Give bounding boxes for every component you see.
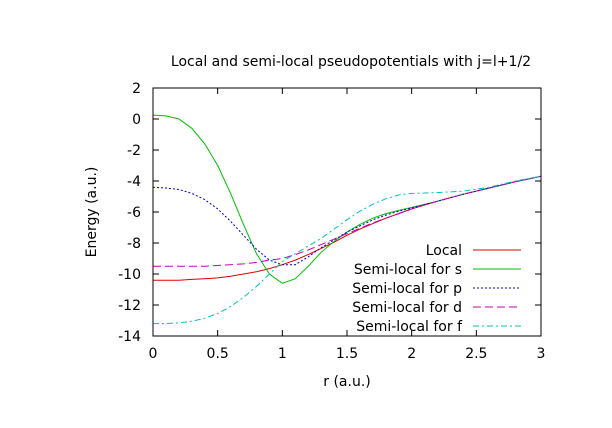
legend-label: Local	[426, 243, 462, 259]
series-line-1	[152, 114, 542, 284]
legend-label: Semi-local for s	[354, 262, 462, 278]
series-layer	[152, 114, 542, 325]
x-axis-label: r (a.u.)	[323, 374, 370, 390]
x-tick-label: 2.5	[465, 346, 487, 362]
chart-title: Local and semi-local pseudopotentials wi…	[171, 54, 531, 70]
legend: Local Semi-local for s Semi-local for p Sem…	[352, 243, 521, 335]
y-tick-label: -6	[127, 205, 141, 221]
y-tick-label: -10	[118, 267, 141, 283]
series-line-4	[153, 175, 542, 325]
series-line-0	[153, 175, 542, 281]
y-tick-label: -4	[127, 174, 141, 190]
ticks-layer: 0 0.5 1 1.5 2 2.5 3 2 0 -2 -4 -6 -8 -10 -12 -14	[118, 81, 545, 362]
legend-label: Semi-local for f	[356, 319, 463, 335]
y-tick-label: -8	[127, 236, 141, 252]
y-tick-label: -2	[127, 143, 141, 159]
y-tick-label: 2	[132, 81, 141, 97]
y-axis-label: Energy (a.u.)	[84, 167, 100, 258]
series-line-3	[153, 175, 542, 267]
x-tick-label: 1.5	[336, 346, 358, 362]
legend-label: Semi-local for d	[352, 300, 462, 316]
plot-frame	[152, 87, 542, 337]
y-tick-label: 0	[132, 112, 141, 128]
x-tick-label: 1	[278, 346, 287, 362]
x-tick-label: 0	[149, 346, 158, 362]
x-tick-label: 0.5	[207, 346, 229, 362]
x-tick-label: 2	[407, 346, 416, 362]
y-tick-label: -14	[118, 329, 141, 345]
y-tick-label: -12	[118, 298, 141, 314]
x-tick-label: 3	[537, 346, 546, 362]
legend-label: Semi-local for p	[352, 281, 462, 297]
